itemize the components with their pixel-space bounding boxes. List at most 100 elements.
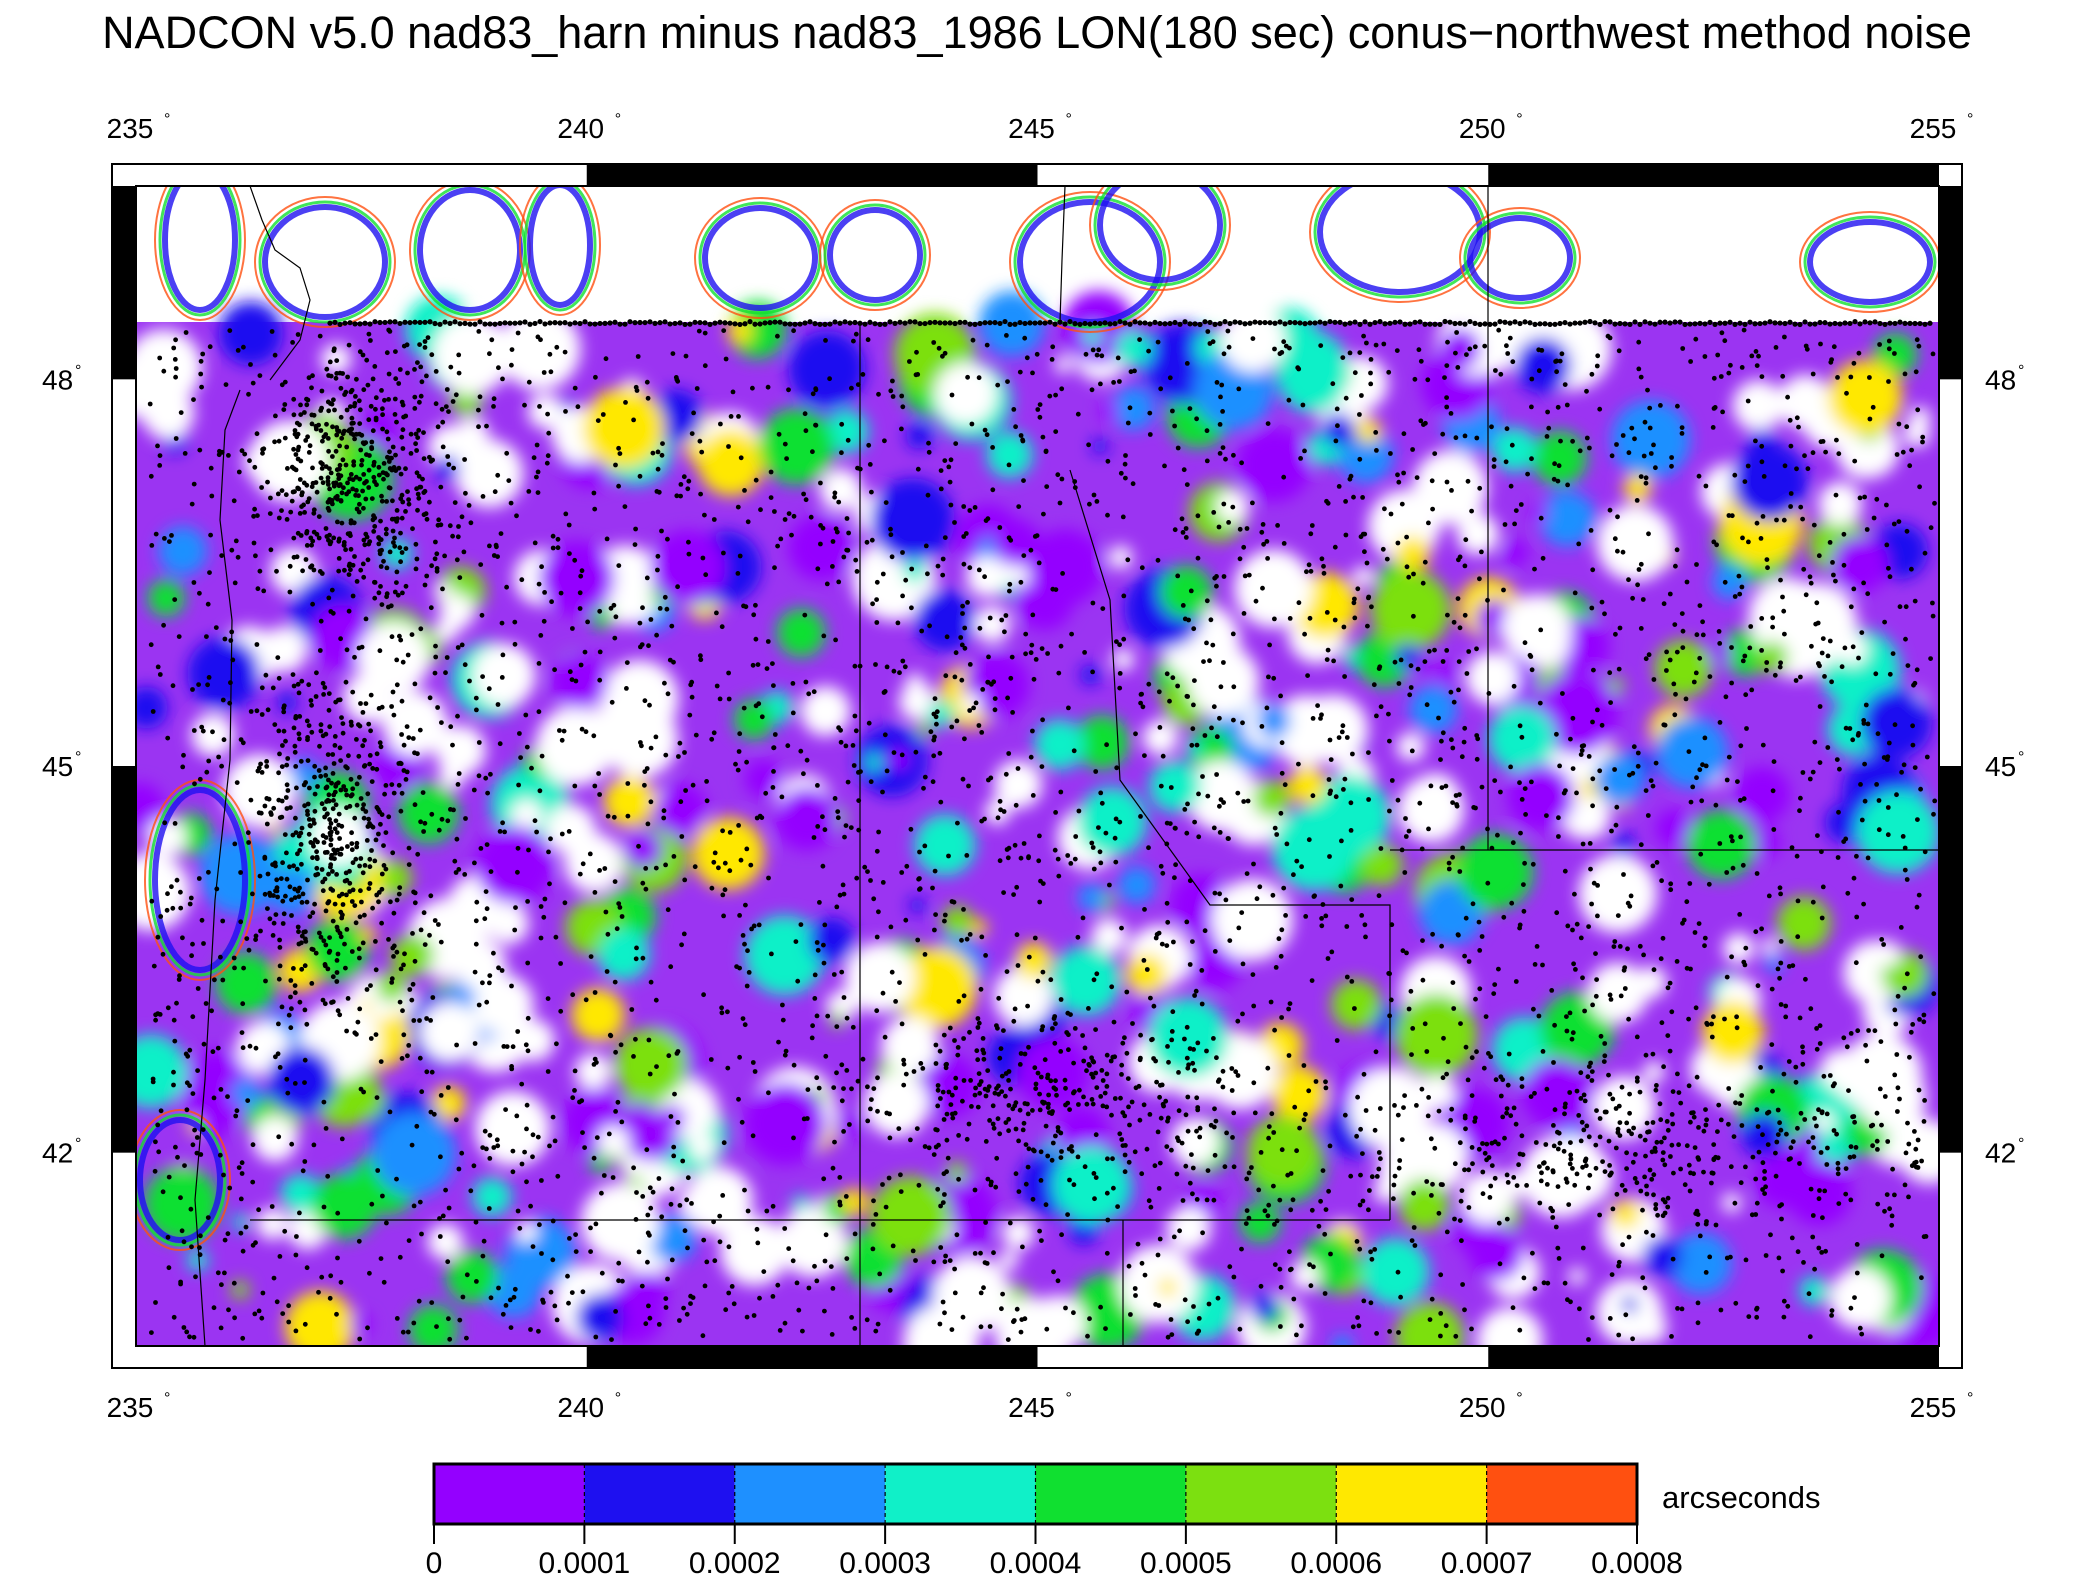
station-point: [1093, 1027, 1098, 1032]
station-point: [1272, 1027, 1277, 1033]
station-point: [848, 825, 854, 830]
station-point: [343, 547, 348, 553]
station-point: [1802, 1117, 1808, 1122]
station-point: [917, 849, 922, 855]
station-point: [456, 370, 462, 376]
station-point: [432, 556, 438, 562]
station-point: [597, 320, 603, 327]
station-point: [1726, 513, 1732, 518]
field-blob: [895, 946, 978, 1029]
station-point: [1005, 855, 1011, 861]
station-point: [248, 709, 254, 714]
station-point: [396, 891, 402, 897]
station-point: [1395, 797, 1401, 803]
station-point: [1711, 1014, 1716, 1020]
station-point: [1126, 1159, 1132, 1165]
station-point: [294, 785, 299, 791]
station-point: [1187, 962, 1193, 967]
station-point: [1593, 993, 1599, 999]
field-blob: [345, 1080, 386, 1120]
station-point: [1582, 1098, 1588, 1104]
station-point: [491, 553, 497, 558]
station-point: [717, 319, 723, 325]
station-point: [343, 965, 348, 971]
station-point: [1807, 1334, 1813, 1340]
station-point: [922, 952, 928, 957]
station-point: [877, 321, 883, 327]
station-point: [1194, 1128, 1199, 1134]
station-point: [1702, 943, 1707, 949]
station-point: [666, 1053, 672, 1059]
station-point: [324, 366, 330, 372]
station-point: [1350, 1324, 1356, 1330]
field-blob: [1778, 374, 1833, 429]
station-point: [1558, 438, 1563, 444]
station-point: [389, 782, 395, 787]
station-point: [295, 681, 301, 687]
station-point: [1160, 870, 1166, 876]
station-point: [538, 904, 544, 909]
station-point: [1764, 557, 1770, 562]
station-point: [320, 997, 326, 1003]
station-point: [1767, 319, 1773, 325]
station-point: [869, 489, 874, 495]
field-blob: [688, 1133, 716, 1161]
station-point: [1819, 915, 1825, 921]
station-point: [1600, 1159, 1605, 1164]
station-point: [1518, 502, 1524, 507]
station-point: [1426, 1095, 1431, 1100]
station-point: [1121, 636, 1127, 642]
station-point: [1429, 1296, 1435, 1302]
station-point: [1432, 451, 1438, 456]
station-point: [1241, 544, 1247, 550]
station-point: [453, 392, 459, 398]
station-point: [627, 319, 633, 325]
station-point: [391, 712, 397, 718]
station-point: [1287, 319, 1293, 326]
station-point: [1355, 1094, 1360, 1100]
station-point: [362, 912, 367, 918]
station-point: [1477, 948, 1483, 953]
station-point: [1532, 962, 1538, 967]
station-point: [462, 662, 468, 668]
station-point: [1133, 1293, 1138, 1298]
station-point: [277, 963, 283, 969]
station-point: [156, 1149, 162, 1155]
station-point: [1884, 542, 1890, 548]
station-point: [1555, 1245, 1561, 1251]
station-point: [1630, 1336, 1635, 1342]
field-blob: [1577, 505, 1598, 526]
station-point: [1509, 442, 1515, 448]
station-point: [331, 535, 337, 541]
station-point: [972, 321, 978, 327]
station-point: [1753, 1176, 1759, 1182]
station-point: [522, 319, 528, 325]
station-point: [1125, 420, 1131, 426]
station-point: [1239, 460, 1244, 466]
station-point: [284, 782, 290, 788]
station-point: [295, 530, 301, 536]
station-point: [987, 320, 993, 326]
station-point: [360, 710, 366, 715]
station-point: [1497, 319, 1503, 325]
station-point: [1065, 1212, 1070, 1217]
station-point: [232, 965, 237, 971]
station-point: [1615, 1126, 1621, 1132]
station-point: [1922, 1098, 1927, 1103]
field-blob: [697, 429, 765, 497]
station-point: [1658, 1139, 1664, 1145]
station-point: [884, 1110, 890, 1116]
station-point: [1676, 1142, 1681, 1148]
station-point: [487, 980, 492, 986]
station-point: [1162, 463, 1167, 469]
station-point: [823, 1053, 829, 1059]
station-point: [178, 1195, 183, 1201]
station-point: [1442, 318, 1448, 325]
station-point: [1608, 997, 1614, 1002]
station-point: [328, 609, 334, 614]
station-point: [1697, 320, 1703, 326]
station-point: [292, 886, 298, 892]
station-point: [1357, 321, 1363, 327]
station-point: [246, 840, 252, 845]
station-point: [374, 1095, 380, 1100]
